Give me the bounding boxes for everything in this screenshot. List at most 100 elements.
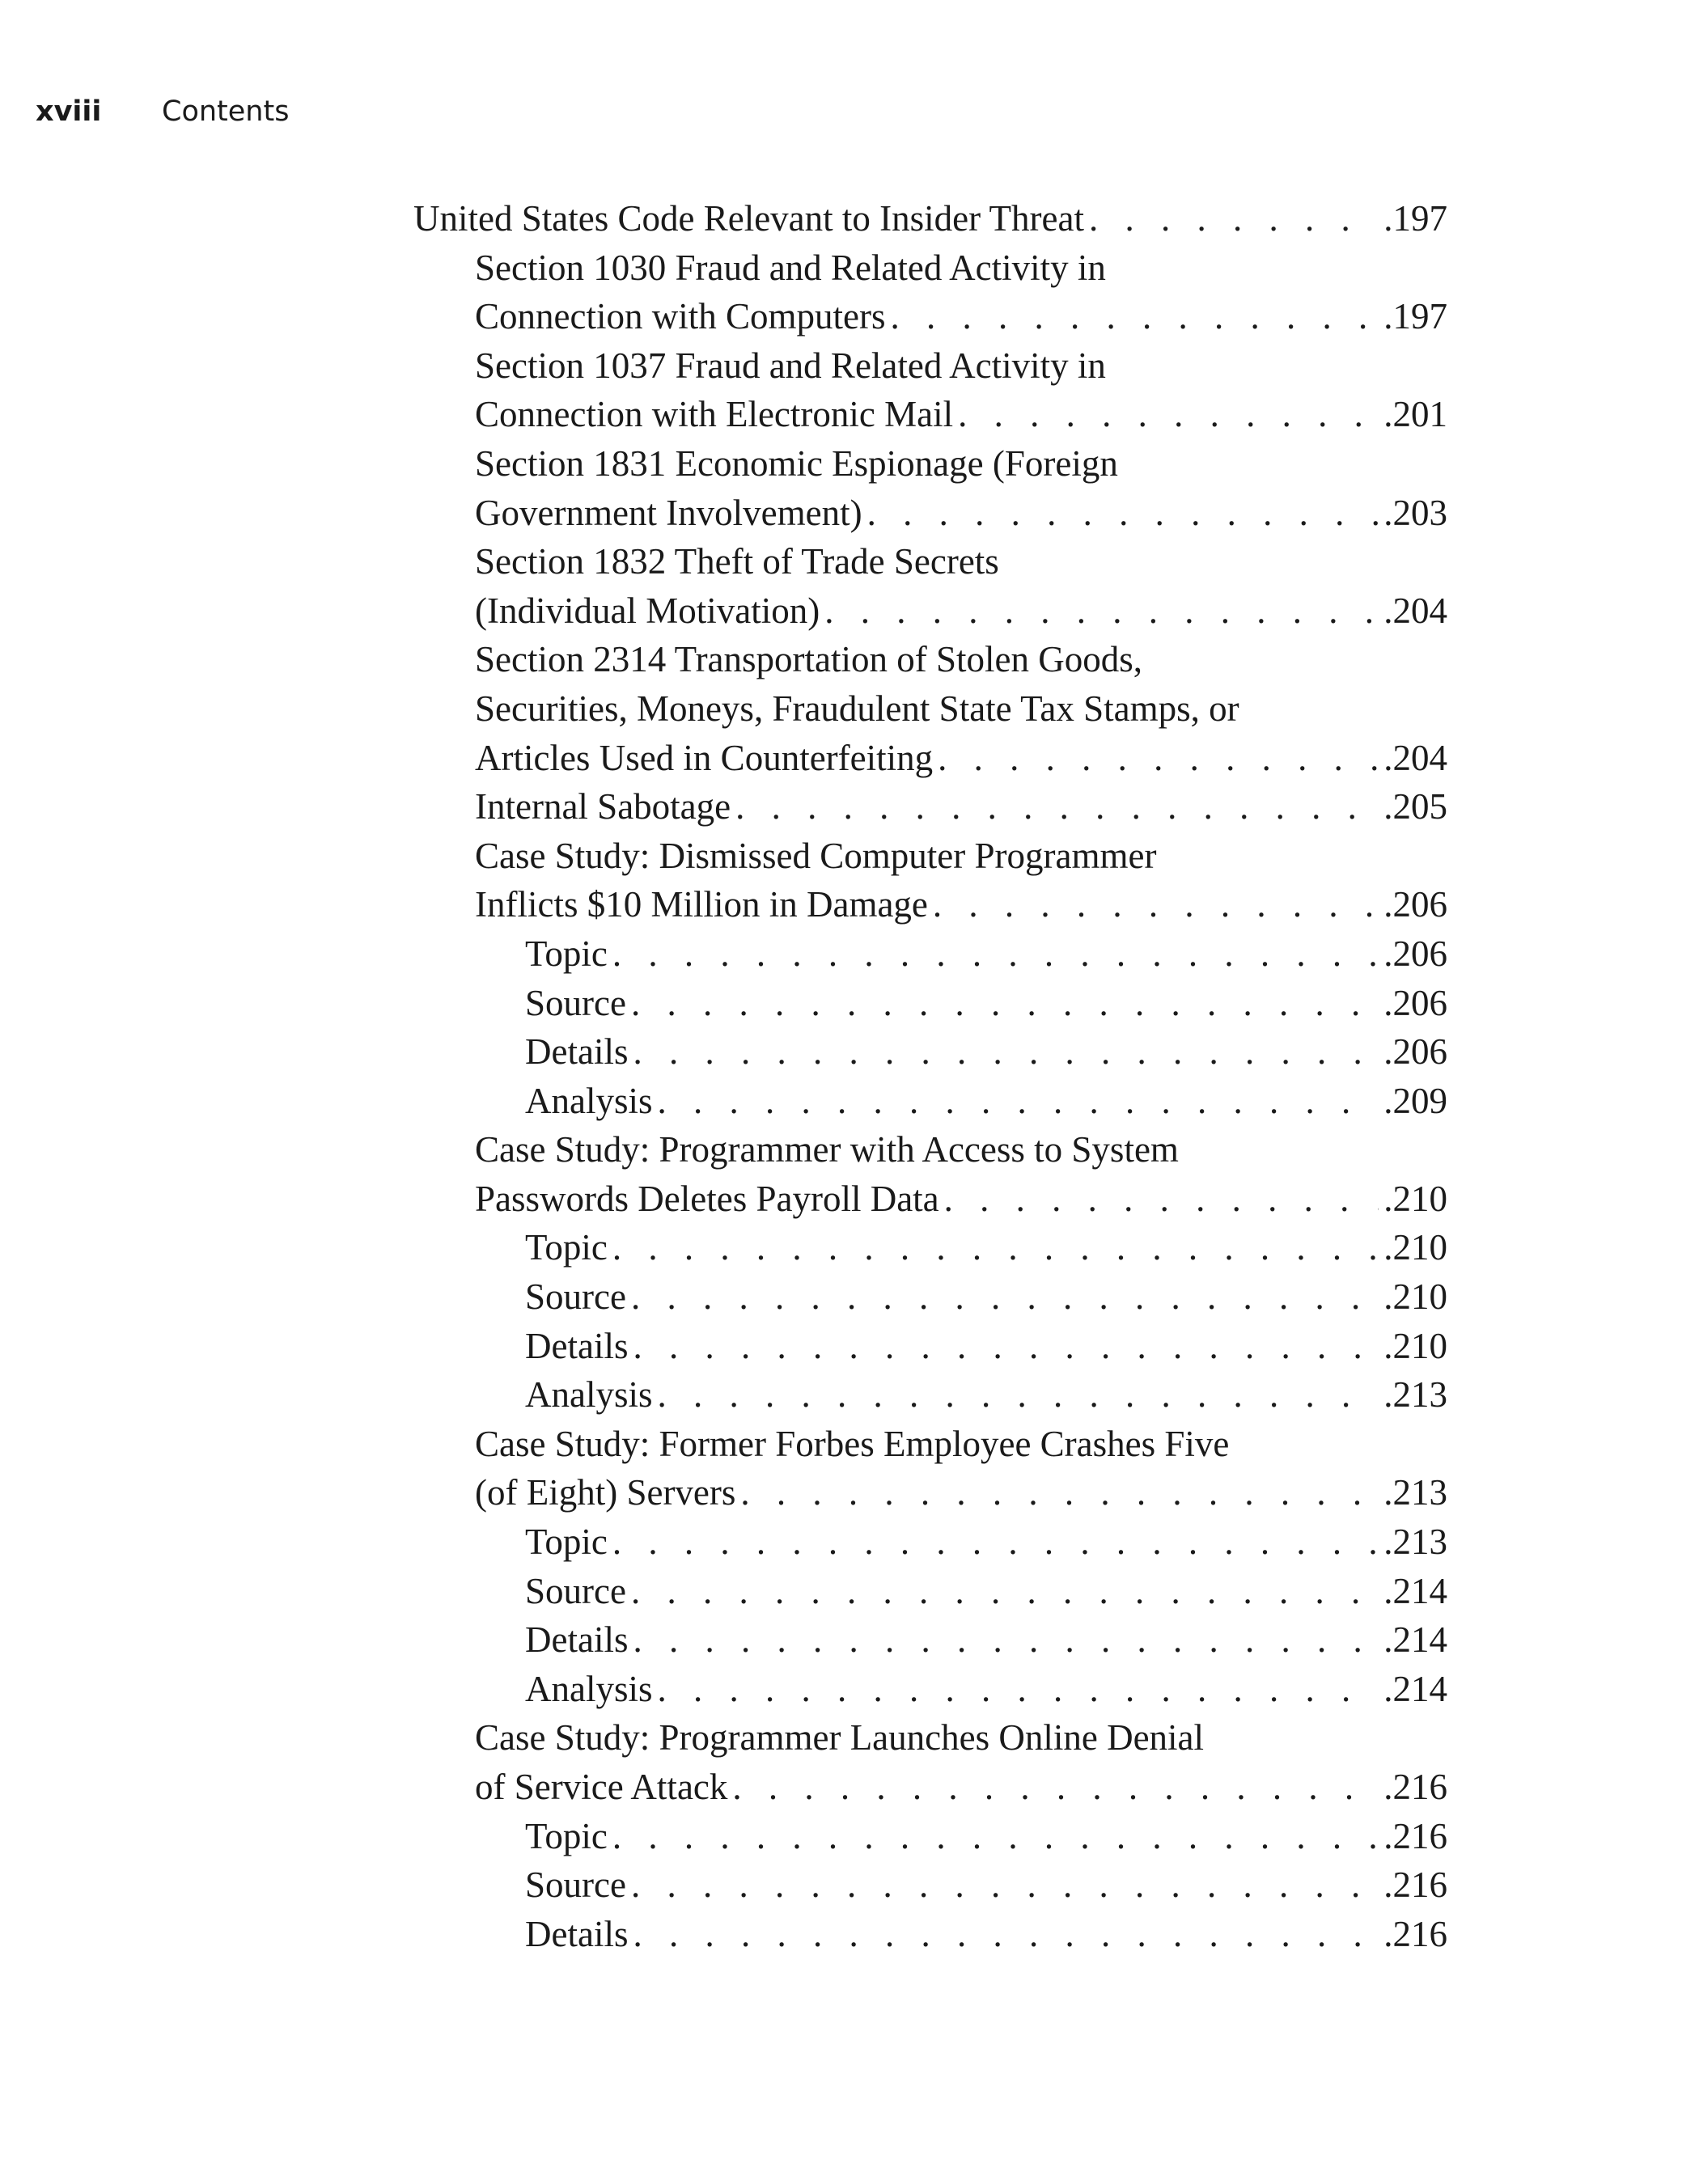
toc-page-number: .203	[1383, 492, 1447, 533]
toc-entry-title: Source	[525, 1276, 626, 1318]
toc-entry-title: United States Code Relevant to Insider T…	[413, 198, 1084, 239]
dot-leader	[958, 390, 1379, 439]
toc-entry-line: Connection with Electronic Mail .201	[475, 390, 1447, 439]
toc-entry[interactable]: Source .210	[413, 1272, 1447, 1322]
toc-page-number: .197	[1383, 198, 1447, 239]
toc-entry-line: of Service Attack .216	[475, 1763, 1447, 1812]
toc-entry-line: Topic .213	[525, 1517, 1447, 1567]
toc-entry-title: (of Eight) Servers	[475, 1472, 736, 1513]
toc-entry-title: Details	[525, 1619, 629, 1661]
toc-entry[interactable]: United States Code Relevant to Insider T…	[413, 194, 1447, 243]
toc-entry[interactable]: Source .216	[413, 1860, 1447, 1910]
toc-page-number: .210	[1383, 1227, 1447, 1268]
toc-entry-line: Details .214	[525, 1615, 1447, 1665]
toc-entry-title: Section 2314 Transportation of Stolen Go…	[475, 639, 1143, 680]
toc-entry-title: Inflicts $10 Million in Damage	[475, 884, 928, 925]
toc-page-number: .201	[1383, 394, 1447, 435]
toc-page-number: .210	[1383, 1276, 1447, 1318]
toc-entry[interactable]: Analysis .209	[413, 1077, 1447, 1126]
toc-entry-line: Details .206	[525, 1027, 1447, 1077]
toc-entry[interactable]: Section 1030 Fraud and Related Activity …	[413, 243, 1447, 341]
toc-entry-line: Analysis .209	[525, 1077, 1447, 1126]
toc-entry[interactable]: Details .210	[413, 1322, 1447, 1371]
toc-page-number: .197	[1383, 296, 1447, 337]
toc-entry[interactable]: Case Study: Former Forbes Employee Crash…	[413, 1420, 1447, 1517]
page-number: xviii	[36, 95, 102, 128]
table-of-contents: United States Code Relevant to Insider T…	[413, 194, 1447, 1958]
toc-entry-title: Analysis	[525, 1668, 653, 1709]
dot-leader	[658, 1665, 1379, 1714]
toc-entry[interactable]: Section 1832 Theft of Trade Secrets (Indi…	[413, 537, 1447, 635]
toc-entry-title: Topic	[525, 1522, 608, 1563]
toc-entry[interactable]: Source .206	[413, 979, 1447, 1028]
toc-entry[interactable]: Topic .213	[413, 1517, 1447, 1567]
dot-leader	[735, 782, 1379, 832]
toc-entry-title: Topic	[525, 933, 608, 974]
toc-entry-line: Section 1037 Fraud and Related Activity …	[475, 341, 1447, 391]
toc-entry[interactable]: Analysis .213	[413, 1370, 1447, 1420]
toc-entry[interactable]: Section 1831 Economic Espionage (Foreign…	[413, 439, 1447, 537]
toc-entry-title: of Service Attack	[475, 1767, 728, 1807]
toc-entry-title: Details	[525, 1031, 629, 1073]
toc-entry-line: Topic .210	[525, 1223, 1447, 1272]
toc-entry-title: (Individual Motivation)	[475, 590, 820, 631]
toc-entry-title: Connection with Computers	[475, 296, 886, 337]
toc-entry[interactable]: Internal Sabotage .205	[413, 782, 1447, 832]
toc-page-number: .214	[1383, 1619, 1447, 1661]
toc-entry-title: Case Study: Programmer with Access to Sy…	[475, 1129, 1179, 1170]
toc-page-number: .210	[1383, 1325, 1447, 1366]
dot-leader	[612, 1812, 1379, 1861]
toc-entry[interactable]: Details .214	[413, 1615, 1447, 1665]
toc-page-number: .216	[1383, 1864, 1447, 1906]
toc-page-number: .209	[1383, 1080, 1447, 1121]
dot-leader	[658, 1077, 1379, 1126]
toc-entry-title: Securities, Moneys, Fraudulent State Tax…	[475, 688, 1239, 729]
toc-page-number: .214	[1383, 1668, 1447, 1709]
toc-entry-line: Section 1831 Economic Espionage (Foreign	[475, 439, 1447, 489]
toc-page-number: .214	[1383, 1570, 1447, 1611]
toc-entry[interactable]: Topic .206	[413, 929, 1447, 979]
toc-page-number: .204	[1383, 590, 1447, 631]
toc-page-number: .205	[1383, 786, 1447, 827]
toc-entry[interactable]: Case Study: Programmer Launches Online D…	[413, 1713, 1447, 1811]
toc-page-number: .206	[1383, 884, 1447, 925]
toc-entry-line: Internal Sabotage .205	[475, 782, 1447, 832]
toc-page-number: .204	[1383, 737, 1447, 778]
toc-entry-title: Analysis	[525, 1374, 653, 1416]
toc-entry-title: Topic	[525, 1227, 608, 1268]
dot-leader	[732, 1763, 1379, 1812]
toc-entry-line: Details .210	[525, 1322, 1447, 1371]
toc-entry-line: Articles Used in Counterfeiting .204	[475, 734, 1447, 783]
toc-entry-line: Connection with Computers .197	[475, 292, 1447, 341]
toc-entry-title: Details	[525, 1913, 629, 1954]
toc-entry-title: Section 1832 Theft of Trade Secrets	[475, 541, 999, 582]
toc-entry[interactable]: Source .214	[413, 1567, 1447, 1616]
dot-leader	[938, 734, 1379, 783]
toc-entry[interactable]: Details .206	[413, 1027, 1447, 1077]
toc-entry[interactable]: Section 1037 Fraud and Related Activity …	[413, 341, 1447, 439]
toc-entry-line: Section 1832 Theft of Trade Secrets	[475, 537, 1447, 586]
toc-entry-line: Source .214	[525, 1567, 1447, 1616]
dot-leader	[633, 1322, 1379, 1371]
toc-entry[interactable]: Case Study: Dismissed Computer Programme…	[413, 832, 1447, 929]
toc-entry[interactable]: Analysis .214	[413, 1665, 1447, 1714]
toc-entry[interactable]: Topic .210	[413, 1223, 1447, 1272]
toc-entry-line: (Individual Motivation) .204	[475, 586, 1447, 636]
toc-entry[interactable]: Section 2314 Transportation of Stolen Go…	[413, 635, 1447, 782]
dot-leader	[658, 1370, 1379, 1420]
toc-entry-line: Government Involvement) .203	[475, 489, 1447, 538]
dot-leader	[740, 1468, 1379, 1517]
toc-entry[interactable]: Case Study: Programmer with Access to Sy…	[413, 1125, 1447, 1223]
toc-entry-title: Details	[525, 1325, 629, 1366]
toc-entry-title: Analysis	[525, 1080, 653, 1121]
toc-entry[interactable]: Details .216	[413, 1910, 1447, 1959]
dot-leader	[890, 292, 1379, 341]
toc-entry-line: Topic .216	[525, 1812, 1447, 1861]
dot-leader	[631, 979, 1379, 1028]
toc-entry[interactable]: Topic .216	[413, 1812, 1447, 1861]
toc-entry-line: Section 2314 Transportation of Stolen Go…	[475, 635, 1447, 684]
toc-entry-line: United States Code Relevant to Insider T…	[413, 194, 1447, 243]
toc-entry-line: Analysis .213	[525, 1370, 1447, 1420]
dot-leader	[631, 1860, 1379, 1910]
toc-page-number: .216	[1383, 1815, 1447, 1856]
